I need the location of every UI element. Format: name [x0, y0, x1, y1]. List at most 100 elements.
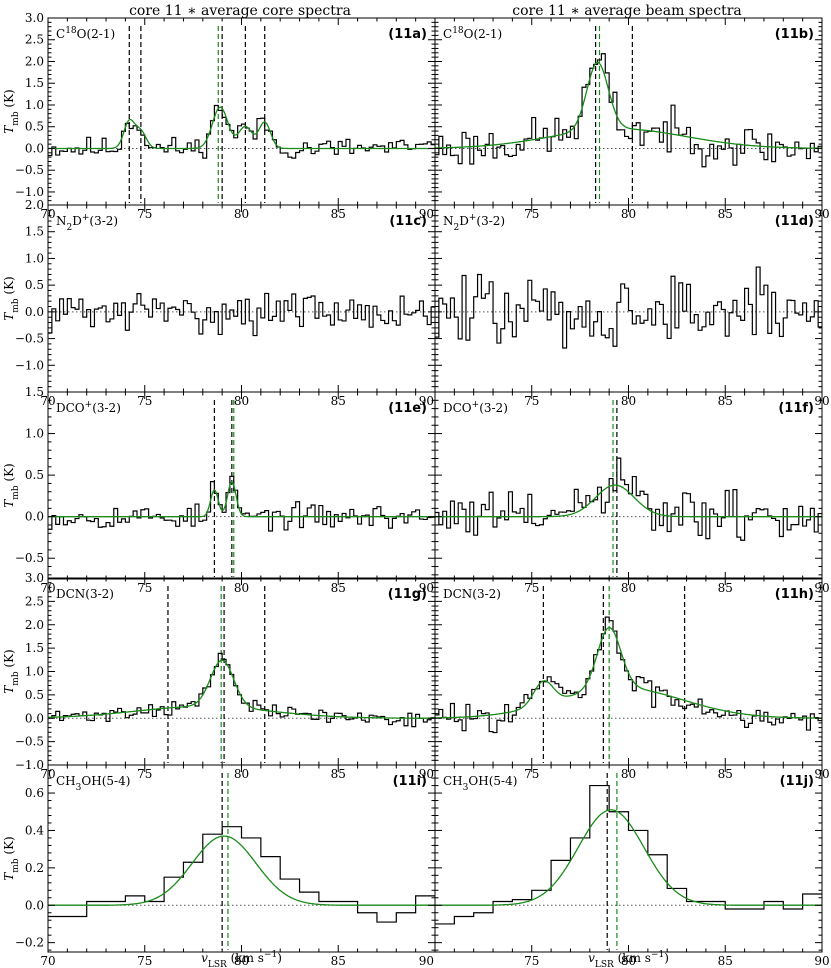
- panel-tag: (11h): [775, 587, 814, 602]
- column-title-left: core 11 ∗ average core spectra: [129, 3, 351, 19]
- molecule-label: N2D+(3-2): [443, 213, 505, 233]
- y-tick-label: −1.0: [15, 185, 44, 199]
- y-tick-label: 0.5: [25, 688, 44, 702]
- x-tick-label: 85: [331, 954, 346, 968]
- panel-frame: [47, 764, 436, 953]
- y-tick-label: 1.5: [25, 76, 44, 90]
- x-tick-label: 80: [621, 207, 636, 221]
- x-tick-label: 90: [419, 207, 434, 221]
- gaussian-fit-curve: [435, 61, 822, 149]
- panel-frame: [47, 391, 436, 580]
- x-tick-label: 80: [621, 394, 636, 408]
- y-tick-label: 0.5: [25, 278, 44, 292]
- x-tick-label: 85: [331, 767, 346, 781]
- y-tick-label: 0.0: [25, 898, 44, 912]
- y-tick-label: 2.0: [25, 618, 44, 632]
- panel-tag: (11c): [389, 214, 427, 229]
- y-tick-label: 1.0: [25, 251, 44, 265]
- x-tick-label: 85: [718, 394, 733, 408]
- y-tick-label: 0.6: [25, 786, 44, 800]
- y-axis-title: Tmb (K): [2, 89, 21, 133]
- molecule-label: C18O(2-1): [56, 26, 115, 41]
- panel-tag: (11f): [778, 401, 814, 416]
- y-tick-label: 2.0: [25, 198, 44, 212]
- column-title-right: core 11 ∗ average beam spectra: [512, 3, 741, 19]
- x-axis-title: vLSR (km s−1): [201, 950, 282, 968]
- spectrum-histogram: [435, 266, 822, 349]
- y-tick-label: 0.5: [25, 120, 44, 134]
- x-tick-label: 90: [419, 767, 434, 781]
- spectrum-histogram: [48, 826, 435, 923]
- y-tick-label: 0.0: [25, 510, 44, 524]
- x-axis-labels: vLSR (km s−1) vLSR (km s−1): [201, 950, 669, 968]
- y-axis-title: Tmb (K): [2, 649, 21, 693]
- x-axis-title: vLSR (km s−1): [588, 950, 669, 968]
- panel-grid: 70 75 80 85 90 −1.0 −0.5 0.0 0.5 1.0 1.5 2.0 2.5 3.0 C…: [15, 11, 830, 968]
- panel-tag: (11d): [775, 214, 814, 229]
- x-tick-label: 75: [524, 207, 539, 221]
- spectrum-histogram: [435, 616, 822, 734]
- y-tick-label: 1.0: [25, 427, 44, 441]
- y-tick-label: −0.5: [15, 332, 44, 346]
- panel-tag: (11g): [388, 587, 427, 602]
- panel-11a: 70 75 80 85 90−1.0−0.50.00.51.01.52.02.53.0C…: [15, 11, 436, 221]
- panel-frame: [434, 764, 823, 953]
- y-tick-label: 1.5: [25, 385, 44, 399]
- molecule-label: DCO+(3-2): [443, 400, 508, 415]
- x-tick-label: 75: [524, 954, 539, 968]
- spectrum-histogram: [435, 457, 822, 541]
- panel-tag: (11a): [388, 27, 427, 42]
- y-tick-label: 0.5: [25, 468, 44, 482]
- x-tick-label: 85: [718, 207, 733, 221]
- x-tick-label: 85: [718, 767, 733, 781]
- spectrum-histogram: [435, 53, 822, 168]
- y-tick-label: 3.0: [25, 571, 44, 585]
- y-axis-title: Tmb (K): [2, 463, 21, 507]
- panel-11c: 70 75 80 85 90−1.0−0.50.00.51.01.52.0N2D+(3-…: [15, 198, 436, 408]
- y-tick-label: 0.0: [25, 711, 44, 725]
- y-tick-label: −1.0: [15, 358, 44, 372]
- y-tick-label: −0.2: [15, 936, 44, 950]
- panel-tag: (11b): [775, 27, 814, 42]
- x-tick-label: 75: [524, 767, 539, 781]
- spectrum-histogram: [48, 104, 435, 159]
- gaussian-fit-curve: [48, 659, 435, 719]
- panel-tag: (11e): [388, 401, 427, 416]
- x-tick-label: 75: [137, 207, 152, 221]
- x-tick-label: 75: [137, 581, 152, 595]
- molecule-label: CH3OH(5-4): [443, 774, 517, 793]
- x-tick-label: 75: [137, 954, 152, 968]
- y-tick-label: 0.0: [25, 141, 44, 155]
- spectrum-histogram: [48, 292, 435, 337]
- panel-tag: (11i): [393, 774, 427, 789]
- y-tick-label: 0.4: [25, 823, 44, 837]
- x-tick-label: 85: [331, 394, 346, 408]
- x-tick-label: 90: [814, 954, 829, 968]
- x-tick-label: 75: [137, 394, 152, 408]
- y-tick-label: 1.5: [25, 641, 44, 655]
- y-tick-label: 1.0: [25, 98, 44, 112]
- x-tick-label: 80: [234, 394, 249, 408]
- x-tick-label: 80: [234, 954, 249, 968]
- y-tick-label: −0.5: [15, 735, 44, 749]
- panel-11j: 75 80 85 90 CH3OH(5-4) (11j): [434, 764, 830, 968]
- gaussian-fit-curve: [435, 484, 822, 518]
- panel-frame: [47, 577, 436, 766]
- molecule-label: N2D+(3-2): [56, 213, 118, 233]
- x-tick-label: 90: [419, 954, 434, 968]
- panel-frame: [434, 17, 823, 206]
- y-tick-label: 0.0: [25, 305, 44, 319]
- gaussian-fit-curve: [48, 480, 435, 518]
- x-tick-label: 80: [234, 767, 249, 781]
- x-tick-label: 85: [718, 954, 733, 968]
- y-tick-label: 2.5: [25, 33, 44, 47]
- y-tick-label: −0.5: [15, 551, 44, 565]
- x-tick-label: 85: [331, 581, 346, 595]
- y-tick-label: 1.5: [25, 225, 44, 239]
- y-axis-title: Tmb (K): [2, 836, 21, 880]
